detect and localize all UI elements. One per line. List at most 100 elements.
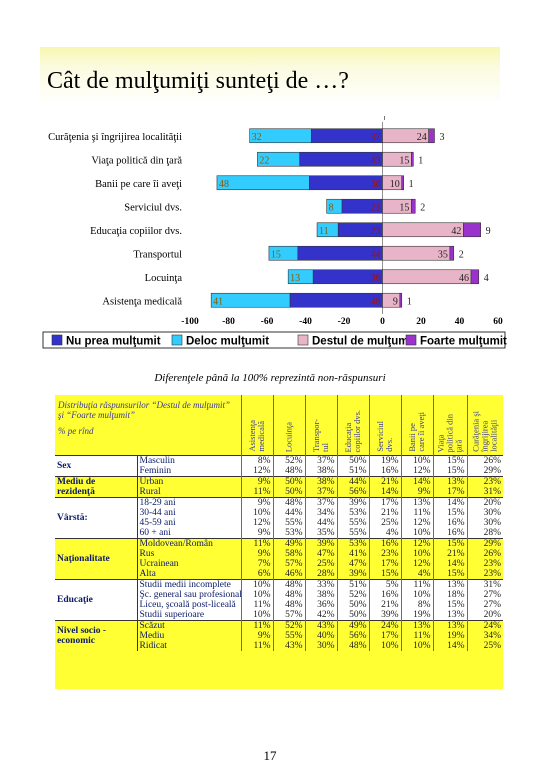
table-cell: 24%	[368, 620, 402, 631]
group-label: Sex	[55, 455, 137, 477]
table-cell: 25%	[466, 641, 504, 651]
table-cell: 13%	[432, 610, 468, 621]
table-footer-space	[55, 651, 504, 689]
bar-foarte-multumit	[411, 151, 414, 167]
table-cell: 28%	[304, 569, 338, 580]
label-nu-prea: 36	[371, 273, 381, 284]
bar-foarte-multumit	[463, 222, 481, 238]
table-cell: 16%	[432, 518, 468, 528]
table-cell: 50%	[336, 455, 370, 466]
table-cell: 9%	[240, 476, 274, 487]
column-header-label: Viaţa politică din ţară	[435, 413, 464, 452]
row-label: 30-44 ani	[136, 508, 242, 518]
column-header: Curăţenia şi îngrijirea localităţii	[466, 395, 504, 456]
table-cell: 4%	[368, 528, 402, 539]
table-cell: 15%	[432, 455, 468, 466]
table-cell: 15%	[432, 466, 468, 477]
table-cell: 21%	[368, 508, 402, 518]
label-destul: 15	[399, 202, 409, 213]
table-cell: 16%	[368, 538, 402, 549]
row-label: Ridicat	[136, 641, 242, 651]
table-cell: 58%	[272, 549, 306, 559]
table-cell: 8%	[400, 600, 434, 610]
table-cell: 48%	[272, 497, 306, 508]
label-destul: 10	[390, 179, 400, 190]
table-cell: 23%	[466, 476, 504, 487]
label-deloc: 32	[252, 132, 262, 143]
label-deloc: 41	[213, 296, 223, 307]
table-cell: 14%	[400, 476, 434, 487]
legend-label: Destul de mulţumit	[312, 336, 416, 348]
table-cell: 26%	[466, 455, 504, 466]
label-foarte: 9	[486, 226, 491, 237]
table-cell: 6%	[240, 569, 274, 580]
label-deloc: 48	[219, 179, 229, 190]
table-cell: 11%	[400, 631, 434, 641]
row-label: Feminin	[136, 466, 242, 477]
label-nu-prea: 38	[371, 179, 381, 190]
table-cell: 9%	[240, 631, 274, 641]
table-cell: 17%	[368, 497, 402, 508]
table-cell: 13%	[432, 620, 468, 631]
table-cell: 11%	[240, 641, 274, 651]
table-cell: 38%	[304, 476, 338, 487]
column-header-label: Locuinţa	[283, 421, 294, 452]
diverging-bar-chart: Curăţenia şi îngrijirea localităţii 32 37 2…	[42, 116, 507, 349]
bar-nu-prea-multumit	[289, 292, 383, 308]
table-cell: 11%	[240, 538, 274, 549]
legend-swatch	[297, 334, 309, 346]
table-cell: 25%	[304, 559, 338, 569]
row-label: Studii superioare	[136, 610, 242, 621]
table-cell: 13%	[400, 497, 434, 508]
category-label: Educaţia copiilor dvs.	[90, 226, 182, 237]
legend-label: Foarte mulţumit	[420, 336, 507, 348]
category-label: Curăţenia şi îngrijirea localităţii	[48, 132, 182, 143]
label-deloc: 15	[271, 249, 281, 260]
table-cell: 39%	[336, 497, 370, 508]
table-cell: 56%	[336, 487, 370, 498]
table-cell: 49%	[272, 538, 306, 549]
table-cell: 31%	[466, 579, 504, 590]
row-label: Liceu, şcoală post-liceală	[136, 600, 242, 610]
group-label: Nivel socio - economic	[55, 620, 137, 651]
table-cell: 29%	[466, 466, 504, 477]
table-cell: 25%	[368, 518, 402, 528]
table-cell: 21%	[368, 476, 402, 487]
table-header-text: Distribuţia răspunsurilor “Destul de mul…	[58, 400, 231, 420]
legend-label: Nu prea mulţumit	[66, 336, 161, 348]
table-cell: 50%	[336, 610, 370, 621]
x-tick-label: 20	[416, 317, 426, 327]
table-cell: 41%	[336, 549, 370, 559]
label-foarte: 1	[407, 296, 412, 307]
x-tick-label: -80	[222, 317, 235, 327]
table-cell: 47%	[304, 549, 338, 559]
table-cell: 53%	[336, 538, 370, 549]
table-cell: 15%	[432, 508, 468, 518]
table-cell: 23%	[368, 549, 402, 559]
table-cell: 10%	[400, 590, 434, 600]
label-deloc: 22	[259, 155, 269, 166]
label-foarte: 2	[459, 249, 464, 260]
table-cell: 27%	[466, 590, 504, 600]
table-cell: 50%	[336, 600, 370, 610]
title-band	[40, 47, 500, 105]
table-cell: 30%	[304, 641, 338, 651]
table-cell: 5%	[368, 579, 402, 590]
table-cell: 19%	[368, 455, 402, 466]
column-header-label: Educaţia copiilor dvs.	[343, 409, 363, 453]
label-destul: 42	[451, 226, 461, 237]
row-label: 45-59 ani	[136, 518, 242, 528]
label-foarte: 3	[439, 132, 444, 143]
column-header-label: Curăţenia şi îngrijirea localităţii	[470, 411, 499, 452]
table-cell: 43%	[304, 620, 338, 631]
group-label: Vârstă:	[55, 497, 137, 539]
table-cell: 48%	[336, 641, 370, 651]
table-cell: 23%	[466, 559, 504, 569]
category-label: Transportul	[133, 249, 182, 260]
label-nu-prea: 21	[371, 202, 381, 213]
label-nu-prea: 37	[371, 132, 381, 143]
table-cell: 49%	[336, 620, 370, 631]
table-cell: 16%	[432, 528, 468, 539]
label-nu-prea: 43	[371, 155, 381, 166]
table-cell: 10%	[400, 528, 434, 539]
